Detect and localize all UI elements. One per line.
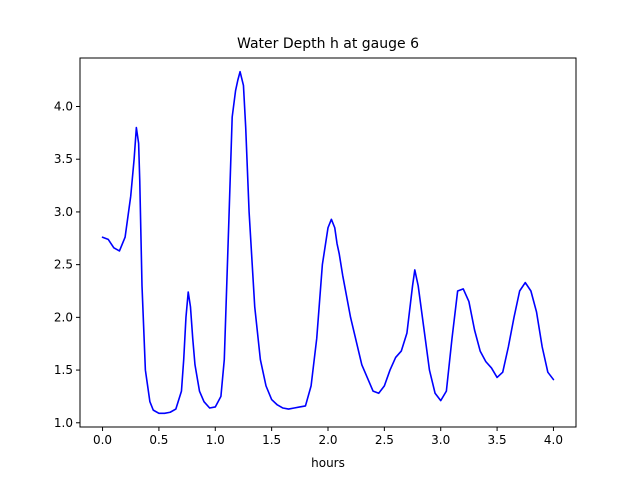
x-tick-label: 2.0 bbox=[318, 433, 337, 447]
plot-frame bbox=[79, 57, 577, 428]
x-tick-label: 0.5 bbox=[149, 433, 168, 447]
y-tick-label: 2.5 bbox=[54, 258, 73, 272]
y-tick-label: 1.0 bbox=[54, 416, 73, 430]
x-tick-label: 3.5 bbox=[488, 433, 507, 447]
series-line-0 bbox=[101, 70, 555, 415]
x-axis-label: hours bbox=[311, 456, 345, 470]
x-tick-label: 4.0 bbox=[544, 433, 563, 447]
y-tick-label: 3.0 bbox=[54, 205, 73, 219]
x-tick-label: 3.0 bbox=[431, 433, 450, 447]
y-tick-label: 2.0 bbox=[54, 310, 73, 324]
plot-area: 0.0 0.5 1.0 1.5 2.0 2.5 3.0 3.5 4.0 1.0 1.5 2.0 2.5 3… bbox=[54, 57, 577, 447]
chart-title: Water Depth h at gauge 6 bbox=[237, 36, 419, 52]
y-tick-label: 3.5 bbox=[54, 152, 73, 166]
x-tick-label: 1.5 bbox=[262, 433, 281, 447]
x-tick-label: 0.0 bbox=[93, 433, 112, 447]
x-tick-label: 2.5 bbox=[375, 433, 394, 447]
y-tick-label: 4.0 bbox=[54, 99, 73, 113]
y-tick-label: 1.5 bbox=[54, 363, 73, 377]
x-tick-label: 1.0 bbox=[206, 433, 225, 447]
